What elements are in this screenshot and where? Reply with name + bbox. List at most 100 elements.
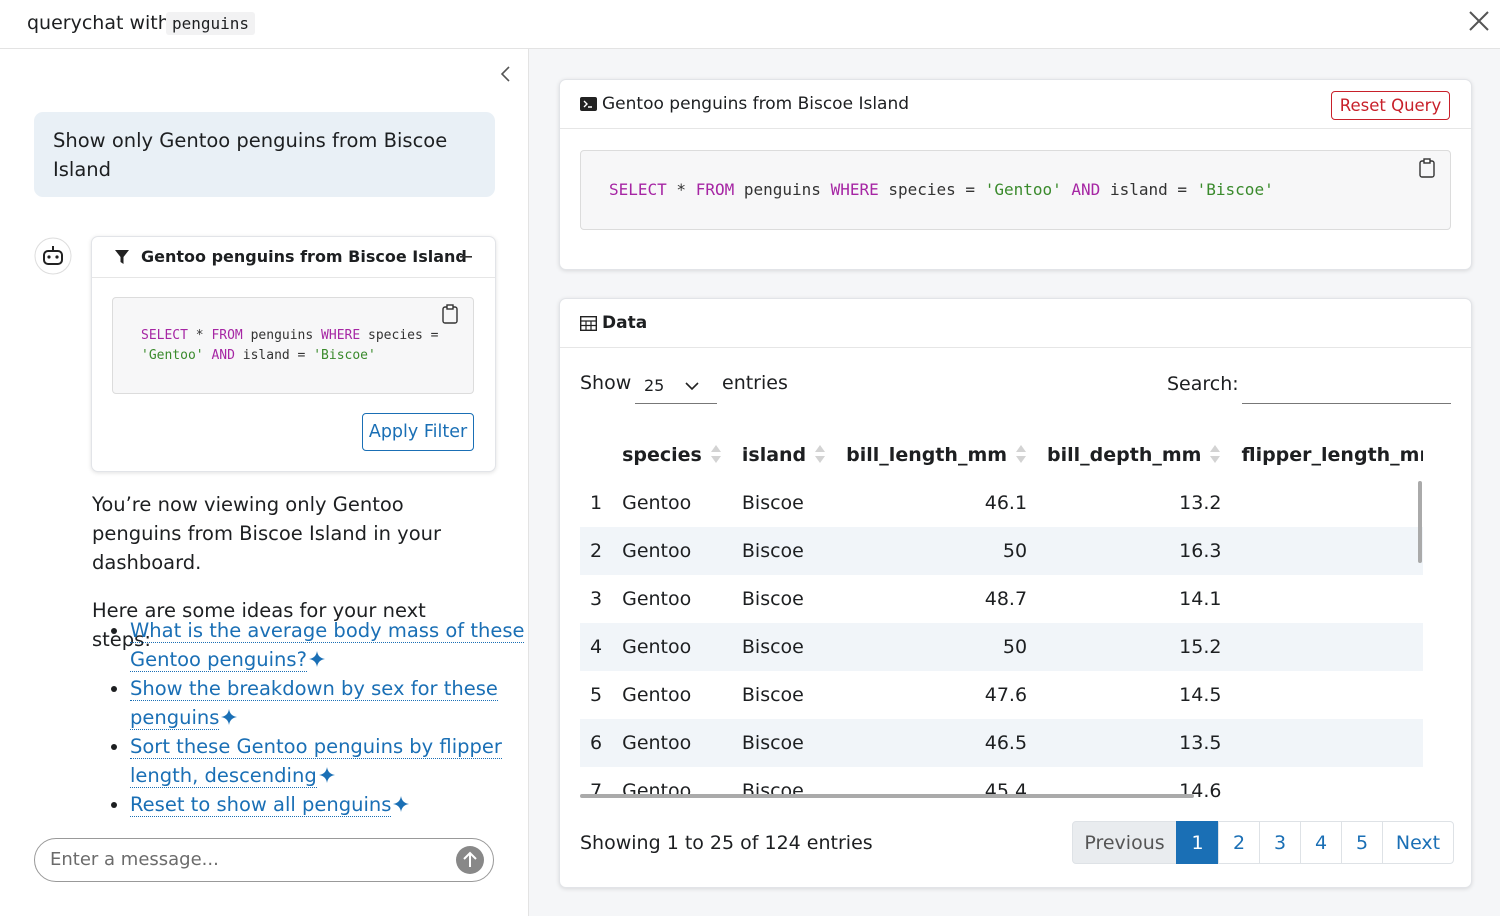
sql-token: island = — [234, 348, 314, 363]
entries-label: entries — [722, 372, 788, 394]
table-cell: Gentoo — [612, 527, 732, 575]
divider — [560, 128, 1471, 129]
sparkle-icon — [393, 796, 410, 812]
tool-card: Gentoo penguins from Biscoe Island SELEC… — [91, 236, 496, 472]
table-cell: 5 — [590, 684, 603, 706]
table-cell: 211 — [1231, 479, 1423, 527]
table-info: Showing 1 to 25 of 124 entries — [580, 832, 873, 854]
header-cell[interactable]: flipper_length_mm — [1231, 431, 1423, 479]
dropdown-arrow — [685, 382, 699, 391]
close-button[interactable] — [1468, 10, 1490, 32]
page-button[interactable]: 3 — [1259, 821, 1301, 864]
sql-token: 'Biscoe' — [1196, 180, 1274, 199]
table-icon — [580, 316, 597, 331]
table-cell: 46.1 — [984, 492, 1028, 514]
tool-card-title: Gentoo penguins from Biscoe Island — [141, 247, 467, 266]
suggestion-item: Show the breakdown by sex for these peng… — [130, 674, 530, 732]
table-cell: 3 — [590, 588, 603, 610]
sql-token: WHERE — [830, 180, 879, 199]
page-button[interactable]: Next — [1382, 821, 1454, 864]
page-button[interactable]: 2 — [1218, 821, 1260, 864]
suggestion-item: Reset to show all penguins — [130, 790, 530, 819]
table-cell: 46.5 — [836, 719, 1038, 767]
page-length: 25 — [644, 376, 665, 395]
copy-button[interactable] — [441, 304, 459, 324]
column-name: island — [741, 444, 807, 466]
sql-token: 'Biscoe' — [313, 348, 376, 363]
table-cell: 13.2 — [1179, 492, 1222, 514]
sql-token: AND — [211, 348, 235, 363]
table-cell: 1 — [590, 492, 603, 514]
sql-token: SELECT — [141, 328, 188, 343]
table-cell: 16.3 — [1037, 527, 1232, 575]
table-cell: Biscoe — [741, 684, 804, 706]
column-name: bill_depth_mm — [1047, 444, 1202, 466]
dataset-name: penguins — [166, 12, 256, 35]
table-cell: 6 — [580, 719, 613, 767]
user-message: Show only Gentoo penguins from Biscoe Is… — [34, 112, 495, 197]
suggestion-link[interactable]: Sort these Gentoo penguins by flipper le… — [130, 735, 502, 788]
pagination: Previous 1 2 3 4 5 Next — [1072, 821, 1454, 864]
table-row: 1 Gentoo Biscoe 46.1 13.2 211 — [580, 479, 1423, 527]
table-head: species island bill_length_mm bill_depth_mm… — [580, 431, 1423, 479]
sql-token — [1062, 180, 1072, 199]
header-cell[interactable]: species — [612, 431, 732, 479]
header-cell[interactable]: bill_depth_mm — [1037, 431, 1231, 479]
apply-filter-button[interactable]: Apply Filter — [362, 413, 474, 451]
reset-query-button[interactable]: Reset Query — [1331, 91, 1450, 120]
page-button[interactable]: 1 — [1176, 821, 1219, 864]
data-card: Data Show 25 entries Search: species isla… — [559, 298, 1472, 888]
table-cell: Biscoe — [731, 527, 837, 575]
input-placeholder: Enter a message... — [50, 849, 219, 870]
table-cell: 50 — [836, 527, 1038, 575]
suggestion-item: Sort these Gentoo penguins by flipper le… — [130, 732, 530, 790]
sql-token: 'Gentoo' — [141, 348, 204, 363]
header-cell[interactable]: bill_length_mm — [836, 431, 1037, 479]
copy-button[interactable] — [1418, 158, 1436, 178]
page-length-select[interactable]: 25 — [635, 371, 717, 404]
table-row: 3 Gentoo Biscoe 48.7 14.1 210 — [580, 575, 1423, 623]
data-table: species island bill_length_mm bill_depth_mm… — [580, 431, 1423, 801]
divider — [560, 347, 1471, 348]
message-input[interactable]: Enter a message... — [34, 838, 494, 882]
sql-token: WHERE — [321, 328, 361, 343]
divider — [92, 277, 495, 278]
suggestion-link[interactable]: Reset to show all penguins — [130, 793, 392, 817]
search-input[interactable] — [1242, 369, 1451, 404]
sort-icon — [710, 445, 721, 463]
suggestions: What is the average body mass of these G… — [92, 616, 530, 819]
vertical-scrollbar — [1418, 481, 1422, 563]
sort-icon — [1210, 445, 1221, 463]
assistant-response: You’re now viewing only Gentoo penguins … — [92, 490, 487, 673]
table-cell: Biscoe — [741, 588, 804, 610]
page-button[interactable]: 4 — [1300, 821, 1342, 864]
sql-token: SELECT — [609, 180, 667, 199]
sql-token: * — [187, 328, 212, 343]
response-paragraph: You’re now viewing only Gentoo penguins … — [92, 493, 442, 574]
sparkle-icon — [308, 651, 325, 667]
table-cell: 210 — [1231, 719, 1423, 767]
table-cell: Gentoo — [612, 623, 732, 671]
suggestion-link[interactable]: Show the breakdown by sex for these peng… — [130, 677, 498, 730]
sql-token: AND — [1071, 180, 1101, 199]
send-button[interactable] — [456, 846, 484, 874]
table-cell: 4 — [580, 623, 613, 671]
horizontal-scrollbar — [580, 794, 1194, 798]
filter-icon — [115, 250, 129, 264]
table-cell: 15.2 — [1037, 623, 1232, 671]
table-cell: Gentoo — [622, 492, 692, 514]
collapse-card[interactable] — [460, 256, 472, 259]
sql-token: island = — [1100, 180, 1197, 199]
table-cell: 230 — [1231, 527, 1423, 575]
sql-token: * — [666, 180, 696, 199]
header-cell[interactable]: island — [732, 431, 836, 479]
show-label: Show — [580, 372, 632, 394]
collapse-button[interactable] — [499, 65, 513, 83]
sql-code: SELECT * FROM penguins WHERE species = '… — [112, 297, 474, 394]
table-cell: 47.6 — [984, 684, 1028, 706]
page-button[interactable]: Previous — [1072, 821, 1177, 864]
table-cell: Biscoe — [731, 623, 837, 671]
page-button[interactable]: 5 — [1341, 821, 1383, 864]
suggestion-link[interactable]: What is the average body mass of these G… — [130, 619, 525, 672]
